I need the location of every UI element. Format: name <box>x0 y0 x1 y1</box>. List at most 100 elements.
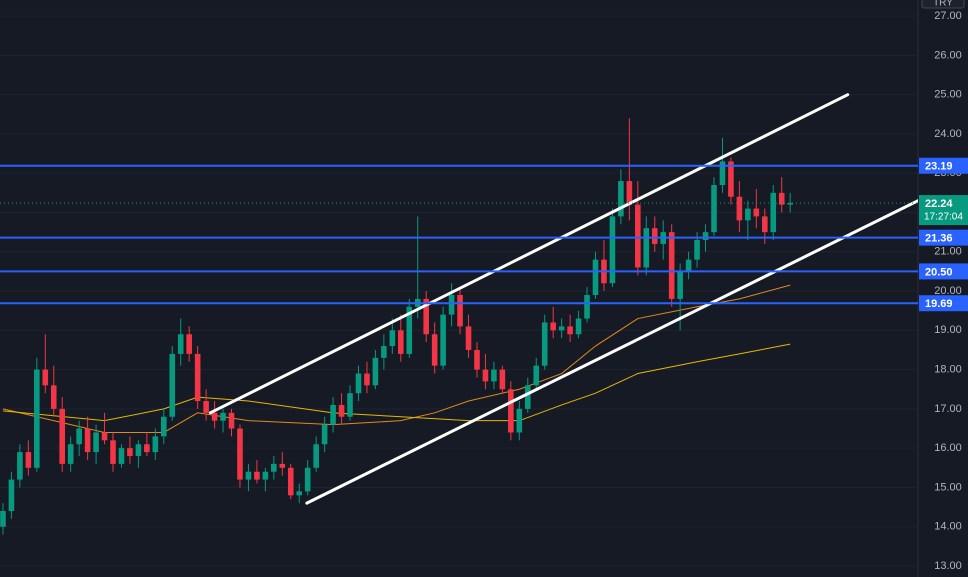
candle-body <box>321 424 328 445</box>
level-label-box <box>919 295 968 312</box>
candle-body <box>524 385 531 409</box>
countdown: 17:27:04 <box>924 212 963 223</box>
candle-body <box>398 330 404 354</box>
moving-average <box>2 343 791 422</box>
candle-body <box>262 471 269 480</box>
last-price-label: 22.24 <box>925 198 953 210</box>
candle-body <box>355 373 362 394</box>
price-axis <box>918 0 968 577</box>
y-tick-label: 16.00 <box>934 442 962 454</box>
candle-body <box>592 259 599 295</box>
y-tick-label: 21.00 <box>934 246 962 258</box>
candle-body <box>635 204 641 268</box>
candle-body <box>372 357 379 386</box>
candle-body <box>761 216 768 233</box>
candle-body <box>736 196 743 221</box>
candle-body <box>144 444 150 453</box>
candle-body <box>491 369 497 382</box>
candle-body <box>220 412 226 421</box>
candle-body <box>127 448 133 457</box>
candle-body <box>76 428 82 445</box>
candle-body <box>651 228 658 244</box>
level-label: 19.69 <box>925 298 953 310</box>
candle-body <box>643 228 650 268</box>
candle-body <box>431 334 438 366</box>
currency: TRY <box>933 0 953 9</box>
candle-body <box>584 294 590 319</box>
y-tick-label: 17.00 <box>934 403 962 415</box>
currency-box[interactable] <box>921 0 965 9</box>
candle-body <box>8 479 15 512</box>
candle-body <box>254 471 260 480</box>
candle-body <box>135 444 142 457</box>
candle-body <box>381 346 387 358</box>
candle-body <box>152 436 159 453</box>
candle-body <box>719 161 726 186</box>
candle-body <box>347 393 353 417</box>
candle-body <box>50 385 57 409</box>
y-tick-label: 20.00 <box>934 285 962 297</box>
candle-body <box>160 416 167 437</box>
y-tick-label: 18.00 <box>934 364 962 376</box>
level-label: 23.19 <box>925 161 953 173</box>
level-label-box <box>919 229 968 246</box>
level-label: 20.50 <box>925 266 953 278</box>
candle-body <box>84 428 91 453</box>
candle-body <box>685 259 692 272</box>
candle-body <box>728 161 734 197</box>
y-tick-label: 19.00 <box>934 324 962 336</box>
candle-body <box>787 203 793 205</box>
candle-body <box>465 326 472 350</box>
candle-body <box>770 192 777 233</box>
last-price-box <box>919 195 968 226</box>
candle-body <box>778 192 785 205</box>
candle-body <box>194 353 201 402</box>
y-tick-label: 27.00 <box>934 10 962 22</box>
candle-body <box>237 428 243 480</box>
candle-body <box>533 365 540 386</box>
y-tick-label: 14.00 <box>934 521 962 533</box>
candle-body <box>59 408 66 464</box>
candle-body <box>177 334 184 354</box>
candle-body <box>711 185 717 233</box>
candle-body <box>245 471 252 480</box>
candle-body <box>448 294 455 315</box>
candle-body <box>42 369 49 386</box>
candle-body <box>499 369 506 390</box>
trend-line <box>208 93 850 415</box>
candle-body <box>558 326 565 331</box>
candle-body <box>550 322 556 331</box>
candle-body <box>753 208 760 217</box>
level-label-box <box>919 157 968 174</box>
moving-average <box>2 284 791 433</box>
candle-body <box>118 448 125 464</box>
candle-body <box>203 401 209 413</box>
candle-body <box>271 463 277 472</box>
candle-body <box>110 440 116 464</box>
candle-body <box>406 306 413 354</box>
y-tick-label: 15.00 <box>934 481 962 493</box>
candle-body <box>67 444 74 464</box>
level-label-box <box>919 263 968 280</box>
candle-body <box>440 314 446 366</box>
candle-body <box>25 452 32 468</box>
candle-body <box>508 389 514 433</box>
level-label: 21.36 <box>925 233 953 245</box>
candle-body <box>296 491 303 496</box>
candle-body <box>702 232 709 240</box>
y-tick-label: 13.00 <box>934 560 962 572</box>
candle-body <box>330 404 336 425</box>
candle-body <box>211 412 218 421</box>
y-tick-label: 24.00 <box>934 128 962 140</box>
candle-body <box>575 318 582 335</box>
candle-body <box>93 432 99 453</box>
candle-body <box>626 181 633 205</box>
candle-body <box>609 216 616 284</box>
candle-body <box>34 369 40 468</box>
candle-body <box>618 181 624 217</box>
candle-body <box>17 452 23 480</box>
candle-body <box>0 511 6 527</box>
